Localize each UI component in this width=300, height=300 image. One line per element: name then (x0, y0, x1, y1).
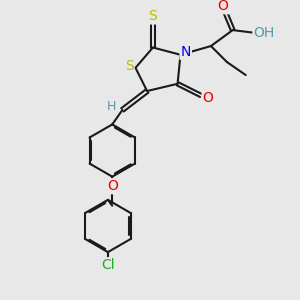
Text: Cl: Cl (101, 258, 115, 272)
Text: O: O (107, 179, 118, 193)
Text: S: S (125, 59, 134, 74)
Text: O: O (202, 91, 214, 105)
Text: OH: OH (254, 26, 275, 40)
Text: H: H (107, 100, 116, 113)
Text: N: N (181, 45, 191, 59)
Text: O: O (218, 0, 229, 13)
Text: S: S (148, 9, 157, 23)
